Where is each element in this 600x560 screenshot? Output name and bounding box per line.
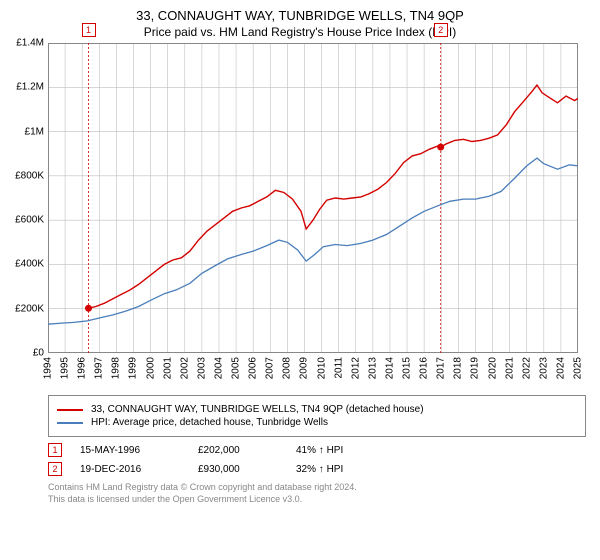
x-tick-label: 2014 bbox=[384, 357, 395, 379]
row-index-box: 1 bbox=[48, 443, 62, 457]
y-tick-label: £800K bbox=[15, 170, 44, 181]
y-tick-label: £1.4M bbox=[16, 38, 44, 49]
x-tick-label: 2002 bbox=[179, 357, 190, 379]
attribution-line2: This data is licensed under the Open Gov… bbox=[48, 494, 586, 506]
attribution-line1: Contains HM Land Registry data © Crown c… bbox=[48, 482, 586, 494]
x-tick-label: 1994 bbox=[43, 357, 54, 379]
x-tick-label: 2006 bbox=[248, 357, 259, 379]
chart-titles: 33, CONNAUGHT WAY, TUNBRIDGE WELLS, TN4 … bbox=[14, 8, 586, 39]
x-tick-label: 2007 bbox=[265, 357, 276, 379]
row-price: £202,000 bbox=[198, 445, 278, 456]
y-tick-label: £1M bbox=[25, 126, 44, 137]
row-index-box: 2 bbox=[48, 462, 62, 476]
x-tick-label: 2015 bbox=[402, 357, 413, 379]
x-tick-label: 2004 bbox=[213, 357, 224, 379]
price-chart bbox=[48, 43, 578, 353]
y-tick-label: £400K bbox=[15, 259, 44, 270]
x-tick-label: 2008 bbox=[282, 357, 293, 379]
row-date: 19-DEC-2016 bbox=[80, 464, 180, 475]
legend-label: HPI: Average price, detached house, Tunb… bbox=[91, 417, 328, 428]
chart-marker-box: 2 bbox=[434, 23, 448, 37]
x-tick-label: 2001 bbox=[162, 357, 173, 379]
x-tick-label: 2013 bbox=[367, 357, 378, 379]
x-tick-label: 1998 bbox=[111, 357, 122, 379]
x-tick-label: 1995 bbox=[60, 357, 71, 379]
chart-area: £0£200K£400K£600K£800K£1M£1.2M£1.4M19941… bbox=[48, 43, 578, 353]
legend: 33, CONNAUGHT WAY, TUNBRIDGE WELLS, TN4 … bbox=[48, 395, 586, 437]
row-date: 15-MAY-1996 bbox=[80, 445, 180, 456]
x-tick-label: 2022 bbox=[521, 357, 532, 379]
x-tick-label: 2016 bbox=[419, 357, 430, 379]
row-pct: 41% ↑ HPI bbox=[296, 445, 396, 456]
x-tick-label: 2011 bbox=[333, 357, 344, 379]
transaction-row: 1 15-MAY-1996 £202,000 41% ↑ HPI bbox=[48, 443, 586, 457]
x-tick-label: 2023 bbox=[538, 357, 549, 379]
x-tick-label: 2025 bbox=[573, 357, 584, 379]
legend-swatch bbox=[57, 422, 83, 424]
x-tick-label: 2009 bbox=[299, 357, 310, 379]
legend-item: HPI: Average price, detached house, Tunb… bbox=[57, 417, 577, 428]
x-tick-label: 2003 bbox=[196, 357, 207, 379]
title-address: 33, CONNAUGHT WAY, TUNBRIDGE WELLS, TN4 … bbox=[14, 8, 586, 23]
x-tick-label: 2017 bbox=[436, 357, 447, 379]
legend-item: 33, CONNAUGHT WAY, TUNBRIDGE WELLS, TN4 … bbox=[57, 404, 577, 415]
x-tick-label: 1999 bbox=[128, 357, 139, 379]
x-tick-label: 2019 bbox=[470, 357, 481, 379]
title-subtitle: Price paid vs. HM Land Registry's House … bbox=[14, 25, 586, 39]
legend-swatch bbox=[57, 409, 83, 411]
row-pct: 32% ↑ HPI bbox=[296, 464, 396, 475]
row-price: £930,000 bbox=[198, 464, 278, 475]
x-tick-label: 2024 bbox=[555, 357, 566, 379]
legend-label: 33, CONNAUGHT WAY, TUNBRIDGE WELLS, TN4 … bbox=[91, 404, 424, 415]
y-tick-label: £200K bbox=[15, 303, 44, 314]
x-tick-label: 2005 bbox=[231, 357, 242, 379]
x-tick-label: 2018 bbox=[453, 357, 464, 379]
x-tick-label: 2020 bbox=[487, 357, 498, 379]
transaction-row: 2 19-DEC-2016 £930,000 32% ↑ HPI bbox=[48, 462, 586, 476]
x-tick-label: 1997 bbox=[94, 357, 105, 379]
transaction-rows: 1 15-MAY-1996 £202,000 41% ↑ HPI 2 19-DEC-201… bbox=[48, 443, 586, 476]
x-tick-label: 2000 bbox=[145, 357, 156, 379]
x-tick-label: 2021 bbox=[504, 357, 515, 379]
y-tick-label: £600K bbox=[15, 215, 44, 226]
y-tick-label: £1.2M bbox=[16, 82, 44, 93]
chart-marker-box: 1 bbox=[82, 23, 96, 37]
x-tick-label: 1996 bbox=[77, 357, 88, 379]
x-tick-label: 2012 bbox=[350, 357, 361, 379]
attribution: Contains HM Land Registry data © Crown c… bbox=[48, 482, 586, 505]
x-tick-label: 2010 bbox=[316, 357, 327, 379]
